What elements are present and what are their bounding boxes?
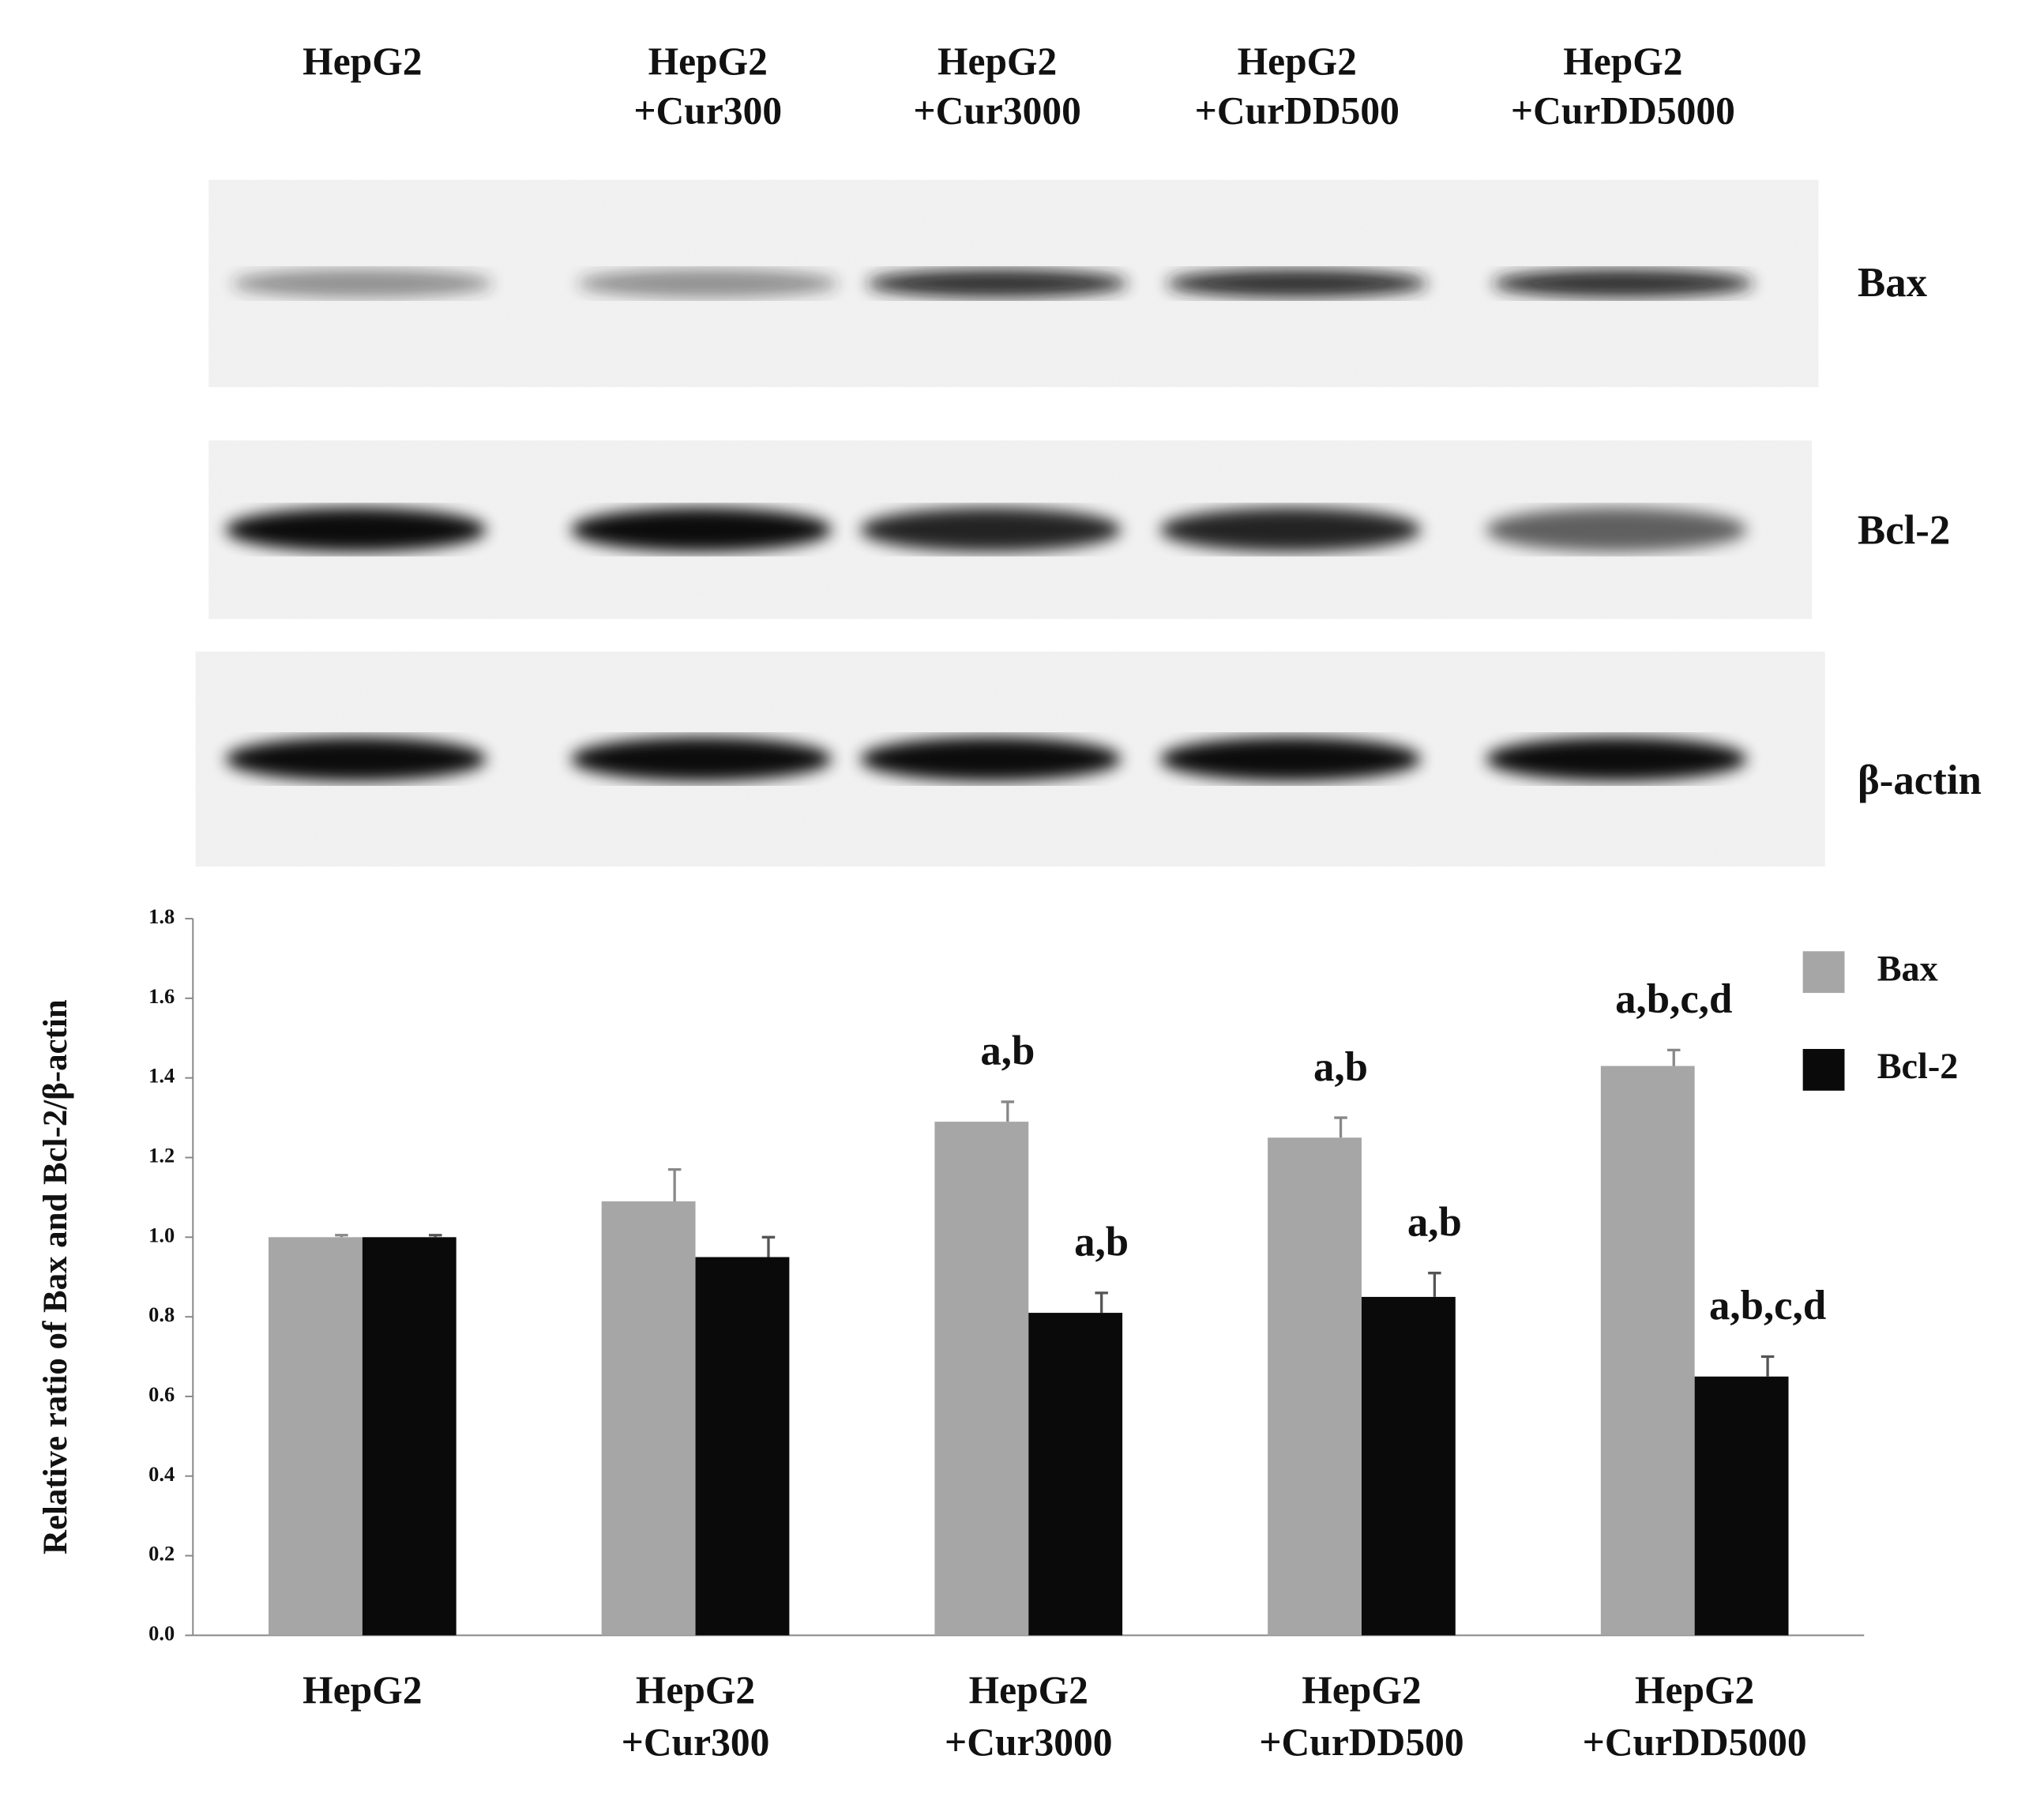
blot-band: [1167, 269, 1428, 298]
y-tick-label: 0.0: [148, 1621, 175, 1645]
blot-band: [225, 507, 487, 552]
lane-label: HepG2: [1563, 39, 1682, 83]
bar: [601, 1201, 696, 1636]
blot-band: [570, 507, 832, 552]
error-bar: [1667, 1048, 1681, 1066]
blot-row-label: Bcl-2: [1858, 507, 1950, 553]
blot-band: [860, 507, 1122, 552]
lane-label: HepG2: [937, 39, 1057, 83]
error-bar: [1760, 1355, 1775, 1377]
y-tick-label: 1.8: [148, 904, 175, 928]
bar: [934, 1122, 1029, 1636]
y-tick-label: 0.6: [148, 1382, 175, 1406]
significance-label: a,b,c,d: [1709, 1283, 1826, 1329]
blot-band: [1486, 507, 1747, 552]
y-tick-label: 1.0: [148, 1223, 175, 1246]
y-tick-label: 1.4: [148, 1064, 175, 1088]
y-tick-label: 0.2: [148, 1542, 175, 1566]
blot-band: [570, 736, 832, 782]
lane-label: +Cur3000: [913, 89, 1081, 133]
error-bar: [761, 1235, 776, 1257]
bar: [1600, 1066, 1695, 1636]
error-bar: [1001, 1100, 1015, 1122]
blot-band: [860, 736, 1122, 782]
significance-label: a,b: [1074, 1220, 1129, 1265]
blot-band: [225, 736, 487, 782]
x-tick-label: HepG2: [636, 1668, 755, 1712]
x-tick-label: +Cur300: [622, 1720, 770, 1764]
blot-row-label: β-actin: [1858, 757, 1982, 803]
error-bar: [1334, 1116, 1347, 1138]
blot-band: [231, 269, 493, 298]
bar: [269, 1237, 363, 1636]
x-tick-label: +CurDD500: [1259, 1720, 1463, 1764]
significance-label: a,b: [1407, 1199, 1462, 1245]
legend-label: Bax: [1877, 948, 1938, 988]
x-tick-label: HepG2: [302, 1668, 422, 1712]
y-tick-label: 1.6: [148, 984, 175, 1008]
x-tick-label: HepG2: [1302, 1668, 1421, 1712]
blot-band: [577, 269, 839, 298]
blot-band: [1492, 269, 1753, 298]
y-tick-label: 1.2: [148, 1144, 175, 1167]
blot-band: [1159, 507, 1422, 552]
lane-label: +Cur300: [633, 89, 782, 133]
x-tick-label: HepG2: [1635, 1668, 1754, 1712]
blot-row-label: Bax: [1858, 260, 1928, 306]
y-axis-label: Relative ratio of Bax and Bcl-2/β-actin: [37, 999, 74, 1554]
x-tick-label: HepG2: [969, 1668, 1088, 1712]
blot-band: [866, 269, 1128, 298]
lane-label: +CurDD500: [1195, 89, 1400, 133]
lane-label: HepG2: [1238, 39, 1357, 83]
significance-label: a,b: [1313, 1044, 1368, 1090]
blot-band: [1159, 736, 1422, 782]
error-bar: [1428, 1272, 1441, 1297]
y-tick-label: 0.4: [148, 1462, 175, 1486]
error-bar: [429, 1234, 442, 1238]
bar: [695, 1257, 790, 1636]
significance-label: a,b: [980, 1028, 1035, 1074]
legend-label: Bcl-2: [1877, 1046, 1959, 1086]
bar: [1361, 1296, 1456, 1636]
x-tick-label: +Cur3000: [945, 1720, 1113, 1764]
lane-label: +CurDD5000: [1511, 89, 1735, 133]
bar: [362, 1237, 457, 1636]
error-bar: [667, 1167, 682, 1201]
bar: [1694, 1376, 1789, 1636]
blot-band: [1486, 736, 1747, 782]
error-bar: [1095, 1291, 1108, 1314]
lane-label: HepG2: [648, 39, 768, 83]
y-tick-label: 0.8: [148, 1302, 175, 1326]
significance-label: a,b,c,d: [1615, 976, 1732, 1022]
legend-swatch: [1802, 951, 1845, 994]
bar: [1028, 1313, 1123, 1636]
x-tick-label: +CurDD5000: [1583, 1720, 1807, 1764]
lane-label: HepG2: [302, 39, 422, 83]
error-bar: [335, 1234, 348, 1238]
bar: [1268, 1137, 1362, 1636]
legend-swatch: [1802, 1049, 1845, 1091]
